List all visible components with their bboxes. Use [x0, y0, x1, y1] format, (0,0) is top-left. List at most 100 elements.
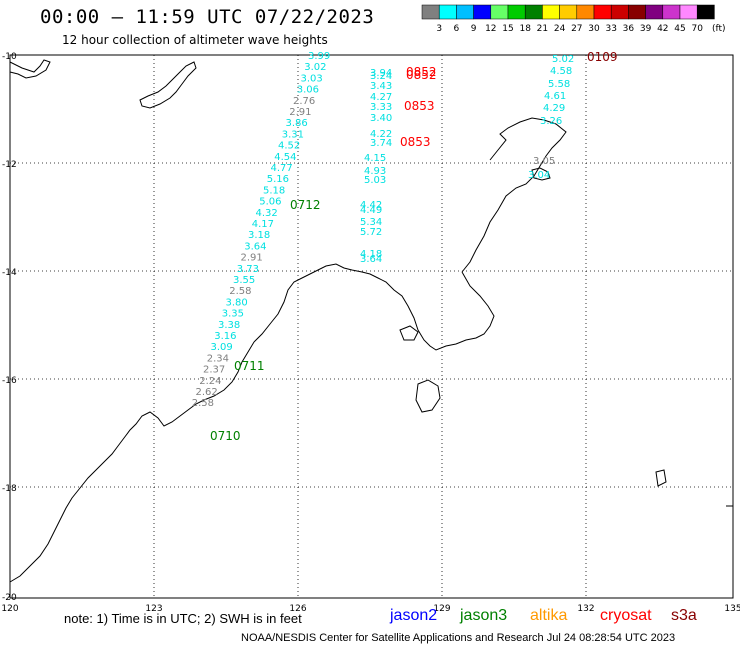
- coast-cape-york: [461, 117, 567, 273]
- swh-reading: 3.55: [233, 275, 255, 286]
- longitude-label: 126: [289, 604, 306, 614]
- map-frame: [9, 54, 734, 599]
- coast-north-australia: [9, 263, 495, 583]
- legend-swatch: [662, 4, 681, 20]
- latitude-label: -18: [2, 484, 17, 494]
- swh-reading: 2.37: [203, 365, 225, 376]
- swh-reading: 3.04: [528, 170, 550, 181]
- legend-tick-label: 70: [691, 24, 703, 34]
- latitude-label: -14: [2, 268, 17, 278]
- legend-tick-label: 9: [471, 24, 477, 34]
- swh-reading: 4.77: [271, 163, 293, 174]
- swh-reading: 5.03: [364, 175, 386, 186]
- legend-tick-label: 27: [571, 24, 582, 34]
- latitude-label: -12: [2, 160, 17, 170]
- swh-reading: 4.18: [360, 249, 382, 260]
- swh-reading: 4.58: [550, 66, 572, 77]
- legend-swatch: [490, 4, 509, 20]
- swh-reading: 3.03: [301, 73, 323, 84]
- satellite-legend-jason3: jason3: [460, 607, 508, 624]
- swh-reading: 4.15: [364, 153, 386, 164]
- satellite-legend-altika: altika: [530, 607, 568, 624]
- longitude-label: 132: [577, 604, 594, 614]
- legend-tick-label: 24: [554, 24, 566, 34]
- coastline: [9, 59, 733, 583]
- legend-swatch: [507, 4, 526, 20]
- swh-reading: 5.06: [259, 197, 281, 208]
- longitude-label: 120: [1, 604, 18, 614]
- swh-reading: 3.43: [370, 81, 392, 92]
- swh-reading: 3.40: [370, 113, 392, 124]
- swh-reading: 4.52: [278, 141, 300, 152]
- coast-melville-island: [399, 325, 419, 341]
- pass-time-label: 0712: [290, 198, 321, 212]
- legend-swatch: [679, 4, 698, 20]
- swh-reading: 3.38: [218, 320, 240, 331]
- legend-swatch: [593, 4, 612, 20]
- swh-reading: 3.80: [226, 297, 248, 308]
- legend-tick-label: 36: [623, 24, 635, 34]
- pass-time-label: 0109: [587, 50, 618, 64]
- swh-reading: 3.31: [282, 129, 304, 140]
- coast-island-timor: [139, 61, 197, 109]
- legend-tick-label: 42: [657, 24, 668, 34]
- swh-reading: 2.91: [289, 107, 311, 118]
- swh-reading: 3.35: [222, 309, 244, 320]
- swh-reading: 5.02: [552, 54, 574, 65]
- swh-reading: 2.24: [199, 376, 221, 387]
- swh-reading: 4.17: [252, 219, 274, 230]
- swh-reading: 3.18: [248, 230, 270, 241]
- legend-tick-label: 39: [640, 24, 652, 34]
- legend-swatch: [542, 4, 560, 20]
- legend-swatch: [696, 4, 715, 20]
- swh-reading: 3.99: [308, 51, 330, 62]
- swh-reading: 3.74: [370, 138, 392, 149]
- swh-reading: 2.34: [207, 353, 229, 364]
- legend-swatch: [473, 4, 492, 20]
- map-subtitle: 12 hour collection of altimeter wave hei…: [62, 33, 328, 47]
- wave-height-readings: 3.993.023.033.062.762.913.863.314.524.54…: [192, 51, 575, 409]
- swh-reading: 3.06: [297, 85, 319, 96]
- coast-gulf-islands: [531, 167, 551, 181]
- swh-reading: 3.64: [360, 254, 382, 265]
- longitude-label: 135: [724, 604, 740, 614]
- swh-reading: 5.58: [548, 79, 570, 90]
- legend-tick-label: 30: [588, 24, 600, 34]
- pass-time-label: 0852: [406, 68, 437, 82]
- swh-reading: 3.94: [370, 68, 392, 79]
- swh-reading: 3.24: [370, 71, 392, 82]
- pass-time-label: 0852: [406, 65, 437, 79]
- legend-swatch: [456, 4, 474, 20]
- longitude-label: 129: [433, 604, 450, 614]
- legend-swatch: [610, 4, 629, 20]
- swh-reading: 4.29: [543, 103, 565, 114]
- swh-reading: 3.64: [244, 241, 266, 252]
- swh-reading: 4.93: [364, 166, 386, 177]
- pass-time-label: 0710: [210, 429, 241, 443]
- swh-reading: 2.91: [241, 253, 263, 264]
- swh-reading: 3.33: [370, 102, 392, 113]
- map-title: 00:00 – 11:59 UTC 07/22/2023: [40, 6, 375, 28]
- swh-reading: 4.32: [256, 208, 278, 219]
- swh-reading: 4.54: [274, 152, 296, 163]
- coast-islet-east: [655, 469, 667, 487]
- satellite-legend-s3a: s3a: [671, 607, 697, 624]
- swh-reading: 3.86: [286, 118, 308, 129]
- swh-reading: 4.27: [370, 92, 392, 103]
- swh-reading: 4.49: [360, 205, 382, 216]
- legend-swatch: [576, 4, 595, 20]
- swh-reading: 3.05: [533, 156, 555, 167]
- legend-swatch: [421, 4, 440, 20]
- satellite-legend-cryosat: cryosat: [600, 607, 652, 624]
- pass-time-label: 0853: [404, 99, 435, 113]
- coast-groote-island: [415, 379, 441, 413]
- legend-swatch: [438, 4, 457, 20]
- legend-swatch: [524, 4, 543, 20]
- swh-reading: 4.22: [370, 129, 392, 140]
- swh-reading: 2.58: [192, 398, 214, 409]
- swh-reading: 3.09: [211, 342, 233, 353]
- longitude-label: 123: [145, 604, 162, 614]
